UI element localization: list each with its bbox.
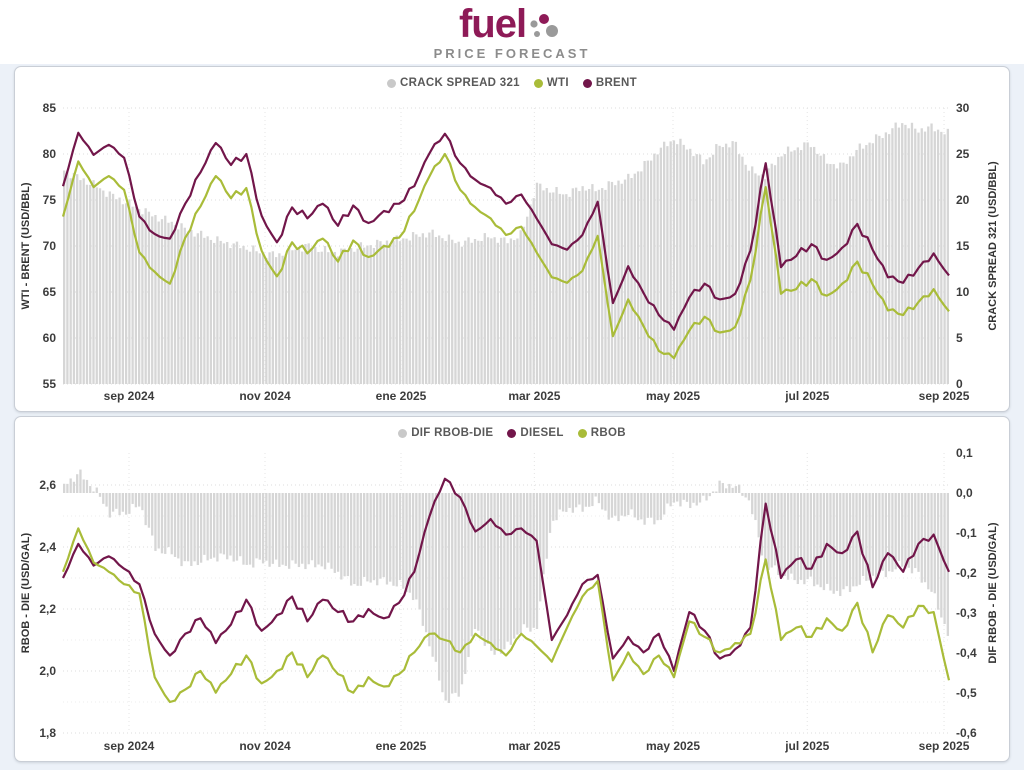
svg-text:65: 65: [43, 285, 57, 299]
svg-text:30: 30: [956, 101, 970, 115]
header: fuel PRICE FORECAST: [0, 0, 1024, 64]
svg-text:-0,3: -0,3: [956, 606, 977, 620]
legend-label: BRENT: [595, 77, 637, 89]
svg-text:55: 55: [43, 377, 57, 391]
svg-text:-0,4: -0,4: [956, 646, 977, 660]
svg-text:2,0: 2,0: [39, 664, 56, 678]
svg-text:75: 75: [43, 193, 57, 207]
svg-text:-0,5: -0,5: [956, 686, 977, 700]
svg-text:may 2025: may 2025: [646, 739, 700, 753]
svg-text:80: 80: [43, 147, 57, 161]
svg-text:25: 25: [956, 147, 970, 161]
legend-label: WTI: [546, 77, 569, 89]
svg-text:RBOB - DIE (USD/GAL): RBOB - DIE (USD/GAL): [20, 532, 32, 653]
svg-text:2,2: 2,2: [39, 602, 56, 616]
svg-text:0: 0: [956, 377, 963, 391]
svg-text:2,6: 2,6: [39, 478, 56, 492]
legend-label: CRACK SPREAD 321: [400, 77, 520, 89]
legend-dot-icon: [507, 428, 517, 438]
legend-products: DIF RBOB-DIE DIESEL RBOB: [15, 424, 1009, 442]
svg-text:5: 5: [956, 331, 963, 345]
legend-dot-icon: [582, 78, 592, 88]
svg-text:DIF RBOB - DIE (USD/GAL): DIF RBOB - DIE (USD/GAL): [987, 522, 999, 663]
legend-item-diesel: DIESEL: [507, 427, 563, 439]
legend-item-dif-rbob-die: DIF RBOB-DIE: [398, 427, 493, 439]
svg-text:jul 2025: jul 2025: [784, 389, 829, 403]
svg-text:20: 20: [956, 193, 970, 207]
svg-text:0,1: 0,1: [956, 446, 973, 460]
legend-item-brent: BRENT: [582, 77, 637, 89]
legend-dot-icon: [398, 428, 408, 438]
svg-text:sep 2025: sep 2025: [919, 739, 970, 753]
legend-dot-icon: [387, 78, 397, 88]
svg-text:70: 70: [43, 239, 57, 253]
crude-oil-chart: 85 80 75 70 65 60 55 30 25 20 15 10 5 0 sep 2024 nov 20…: [20, 101, 999, 403]
svg-text:-0,6: -0,6: [956, 726, 977, 740]
svg-text:-0,1: -0,1: [956, 526, 977, 540]
brand-logo: fuel: [459, 4, 565, 44]
svg-text:mar 2025: mar 2025: [508, 739, 560, 753]
svg-text:60: 60: [43, 331, 57, 345]
svg-text:-0,2: -0,2: [956, 566, 977, 580]
legend-item-wti: WTI: [533, 77, 569, 89]
charts-area: CRACK SPREAD 321 WTI BRENT 85 80 75 70 65 60 55 3…: [0, 64, 1024, 762]
brand-logo-text: fuel: [458, 1, 527, 46]
svg-text:CRACK SPREAD 321 (USD/BBL): CRACK SPREAD 321 (USD/BBL): [987, 161, 999, 331]
svg-text:ene 2025: ene 2025: [376, 739, 427, 753]
svg-text:sep 2024: sep 2024: [104, 739, 155, 753]
legend-item-rbob: RBOB: [577, 427, 626, 439]
svg-text:10: 10: [956, 285, 970, 299]
svg-text:sep 2024: sep 2024: [104, 389, 155, 403]
svg-text:nov 2024: nov 2024: [239, 739, 291, 753]
legend-crude: CRACK SPREAD 321 WTI BRENT: [15, 74, 1009, 92]
legend-item-crack-spread-321: CRACK SPREAD 321: [387, 77, 520, 89]
legend-label: DIESEL: [520, 427, 564, 439]
svg-text:ene 2025: ene 2025: [376, 389, 427, 403]
chart-panel-products: DIF RBOB-DIE DIESEL RBOB 2,6 2,4 2,2 2,0 1,8 0,…: [14, 416, 1010, 762]
legend-dot-icon: [533, 78, 543, 88]
svg-text:mar 2025: mar 2025: [508, 389, 560, 403]
svg-text:jul 2025: jul 2025: [784, 739, 829, 753]
svg-text:sep 2025: sep 2025: [919, 389, 970, 403]
legend-dot-icon: [577, 428, 587, 438]
refined-products-chart: 2,6 2,4 2,2 2,0 1,8 0,1 0,0 -0,1 -0,2 -0,3 -0,4 -0,…: [20, 446, 999, 753]
chart-panel-crude: CRACK SPREAD 321 WTI BRENT 85 80 75 70 65 60 55 3…: [14, 66, 1010, 412]
svg-text:15: 15: [956, 239, 970, 253]
brand-dots-icon: [530, 13, 559, 37]
svg-text:may 2025: may 2025: [646, 389, 700, 403]
svg-text:85: 85: [43, 101, 57, 115]
brand-tagline: PRICE FORECAST: [433, 45, 591, 61]
svg-text:WTI - BRENT (USD/BBL): WTI - BRENT (USD/BBL): [20, 182, 32, 309]
svg-text:nov 2024: nov 2024: [239, 389, 291, 403]
legend-label: DIF RBOB-DIE: [411, 427, 494, 439]
legend-label: RBOB: [590, 427, 626, 439]
svg-text:1,8: 1,8: [39, 726, 56, 740]
svg-text:0,0: 0,0: [956, 486, 973, 500]
svg-text:2,4: 2,4: [39, 540, 56, 554]
